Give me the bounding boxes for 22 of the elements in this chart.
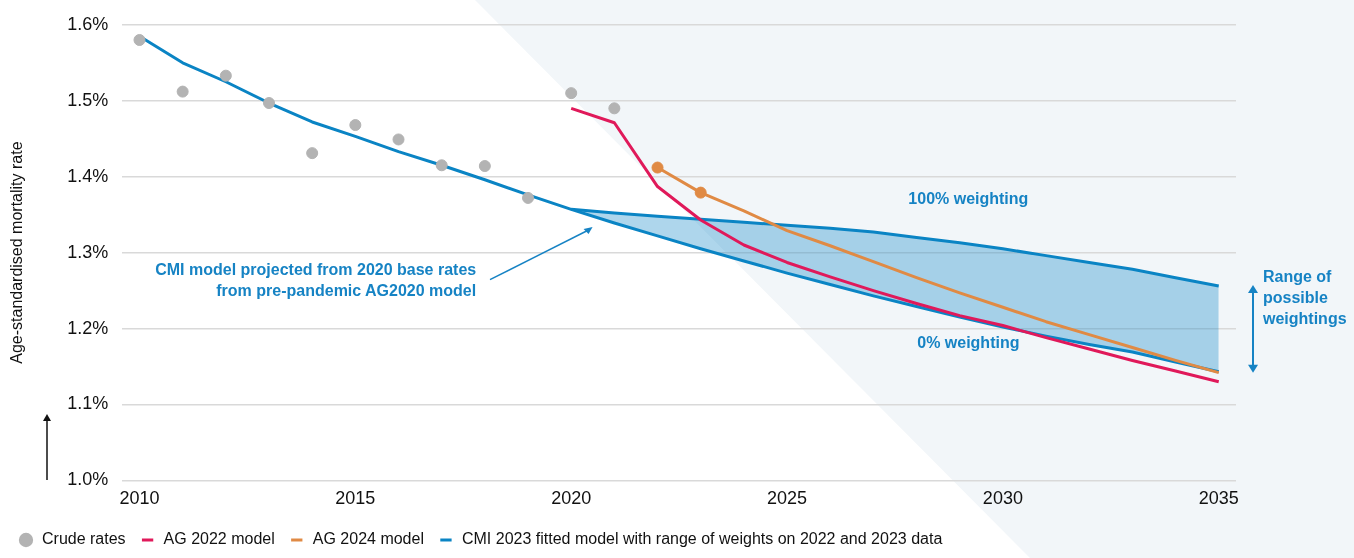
- y-tick-label: 1.3%: [67, 241, 109, 262]
- y-tick-label: 1.5%: [67, 89, 109, 110]
- x-tick-label: 2010: [119, 488, 160, 509]
- x-tick-label: 2030: [982, 488, 1023, 509]
- annotation: CMI model projected from 2020 base rates from pre-pandemic AG2020 model: [155, 261, 477, 300]
- y-tick-label: 1.6%: [67, 13, 109, 34]
- legend-label: AG 2024 model: [312, 530, 424, 548]
- text: Range of possible weightings: [1262, 267, 1347, 327]
- legend-label: Crude rates: [42, 530, 126, 548]
- y-tick-label: 1.2%: [67, 317, 109, 338]
- legend-label: CMI 2023 fitted model with range of weights on 2022 and 2023 data: [461, 530, 943, 548]
- legend-label: AG 2022 model: [163, 530, 275, 548]
- y-tick-label: 1.4%: [67, 165, 109, 186]
- annotation: 0% weighting: [917, 334, 1020, 352]
- annotation: 100% weighting: [908, 189, 1029, 207]
- x-tick-label: 2025: [767, 488, 808, 509]
- x-tick-label: 2035: [1198, 488, 1239, 509]
- y-tick-label: 1.0%: [67, 469, 109, 490]
- y-tick-label: 1.1%: [67, 393, 109, 414]
- x-tick-label: 2015: [335, 488, 376, 509]
- y-axis-title: Age-standardised mortality rate: [8, 141, 26, 364]
- x-tick-label: 2020: [551, 488, 592, 509]
